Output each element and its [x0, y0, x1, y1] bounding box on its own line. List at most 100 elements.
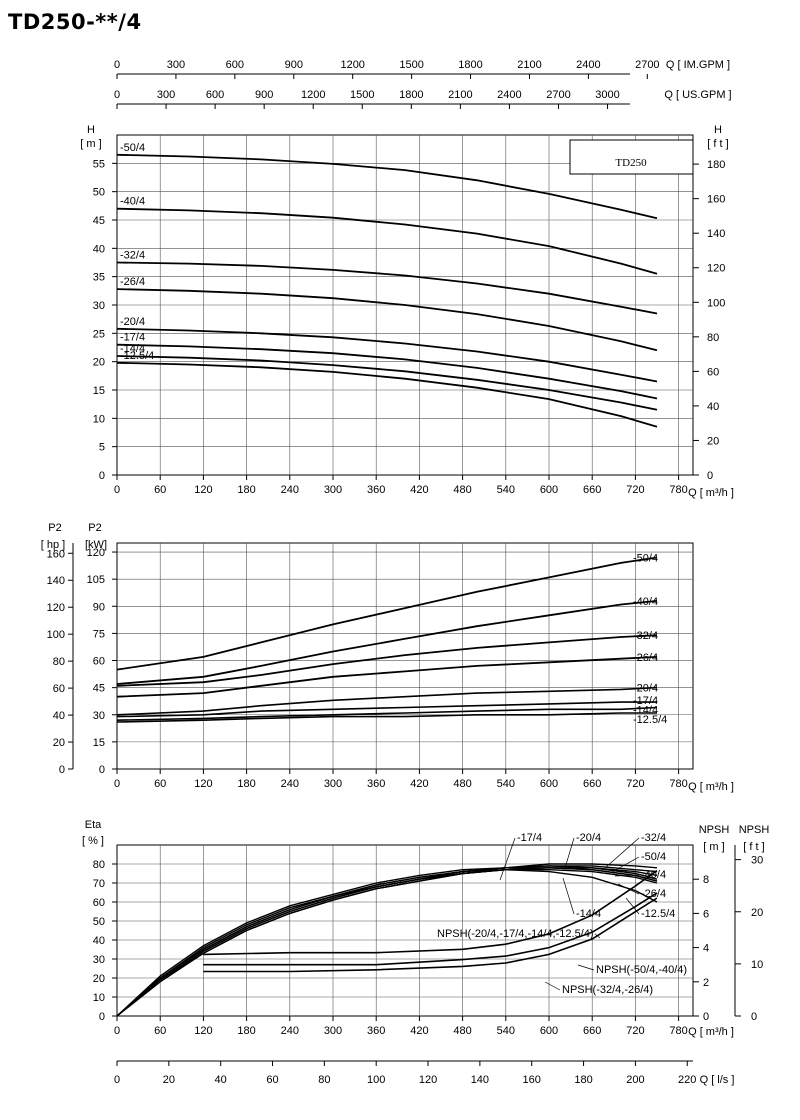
- npsh-series-label: NPSH(-50/4,-40/4): [596, 964, 687, 976]
- eff-x-tick-label: 0: [114, 1025, 120, 1037]
- power-x-tick-label: 720: [626, 778, 644, 790]
- power-x-tick-label: 60: [154, 778, 166, 790]
- power-series-label: -50/4: [633, 552, 658, 564]
- ls-tick-label: 100: [367, 1074, 385, 1086]
- model-box-label: TD250: [615, 157, 647, 169]
- npsh-m-tick-label: 6: [703, 908, 709, 920]
- ls-tick-label: 40: [215, 1074, 227, 1086]
- head-x-tick-label: 0: [114, 484, 120, 496]
- npsh-m-axis-name: NPSH: [699, 824, 730, 836]
- gpm-tick-label: 2700: [546, 89, 570, 101]
- power-hp-tick-label: 40: [53, 710, 65, 722]
- power-x-tick-label: 660: [583, 778, 601, 790]
- gpm-tick-label: 1500: [350, 89, 374, 101]
- power-x-tick-label: 780: [669, 778, 687, 790]
- head-x-tick-label: 240: [281, 484, 299, 496]
- npsh-m-tick-label: 2: [703, 977, 709, 989]
- head-curve: [116, 261, 658, 315]
- head-series-label: -32/4: [120, 250, 145, 262]
- gpm-tick-label: 0: [114, 59, 120, 71]
- head-y-tick-label: 15: [93, 385, 105, 397]
- power-curve: [116, 600, 658, 685]
- npsh-curve: [203, 892, 658, 966]
- head-ft-axis-unit: [ f t ]: [707, 138, 728, 150]
- power-series-label: -20/4: [633, 683, 658, 695]
- npsh-ft-tick-label: 30: [751, 855, 763, 867]
- head-series-label: -50/4: [120, 142, 145, 154]
- head-curve: [116, 343, 658, 400]
- power-kw-tick-label: 120: [87, 547, 105, 559]
- power-hp-axis-unit: [ hp ]: [41, 539, 65, 551]
- eff-y-tick-label: 80: [93, 859, 105, 871]
- chart-title: TD250-**/4: [8, 10, 142, 34]
- model-box: [569, 139, 694, 175]
- npsh-curve: [203, 897, 658, 973]
- power-x-tick-label: 120: [194, 778, 212, 790]
- gpm-tick-label: 1800: [399, 89, 423, 101]
- head-curve: [116, 361, 658, 428]
- head-x-tick-label: 360: [367, 484, 385, 496]
- eff-series-label: -14/4: [576, 908, 601, 920]
- eff-series-label: -20/4: [576, 832, 601, 844]
- gpm-tick-label: 900: [255, 89, 273, 101]
- eff-label-leader: [604, 837, 640, 869]
- gpm-tick-label: 3000: [595, 89, 619, 101]
- eff-label-leader: [614, 874, 640, 877]
- head-x-tick-label: 480: [453, 484, 471, 496]
- head-curve: [116, 288, 658, 352]
- head-y-tick-label: 25: [93, 328, 105, 340]
- gpm-tick-label: 1200: [301, 89, 325, 101]
- power-hp-tick-label: 0: [59, 764, 65, 776]
- eff-x-tick-label: 300: [324, 1025, 342, 1037]
- power-kw-tick-label: 15: [93, 737, 105, 749]
- gpm-tick-label: 2700: [635, 59, 659, 71]
- eff-series-label: -17/4: [517, 832, 542, 844]
- head-y-tick-label: 35: [93, 272, 105, 284]
- ls-tick-label: 0: [114, 1074, 120, 1086]
- eff-y-tick-label: 40: [93, 935, 105, 947]
- head-x-tick-label: 780: [669, 484, 687, 496]
- ls-tick-label: 200: [626, 1074, 644, 1086]
- npsh-ft-tick-label: 20: [751, 907, 763, 919]
- power-kw-tick-label: 30: [93, 710, 105, 722]
- eff-x-axis-unit: Q [ m³/h ]: [688, 1026, 734, 1038]
- head-x-tick-label: 300: [324, 484, 342, 496]
- head-x-tick-label: 120: [194, 484, 212, 496]
- head-x-tick-label: 540: [497, 484, 515, 496]
- power-x-tick-label: 240: [281, 778, 299, 790]
- npsh-m-tick-label: 4: [703, 943, 709, 955]
- eff-y-tick-label: 0: [99, 1011, 105, 1023]
- power-x-tick-label: 600: [540, 778, 558, 790]
- eff-label-leader: [564, 837, 575, 869]
- eff-curve: [116, 867, 658, 1017]
- power-series-label: -12.5/4: [633, 714, 667, 726]
- power-x-tick-label: 300: [324, 778, 342, 790]
- npsh-series-label: NPSH(-20/4,-17/4,-14/4,-12.5/4): [437, 928, 594, 940]
- head-y-tick-label: 40: [93, 243, 105, 255]
- power-hp-tick-label: 120: [47, 602, 65, 614]
- power-curve: [116, 634, 658, 687]
- eff-label-leader: [617, 883, 640, 895]
- power-x-tick-label: 540: [497, 778, 515, 790]
- eff-x-tick-label: 600: [540, 1025, 558, 1037]
- eff-x-tick-label: 480: [453, 1025, 471, 1037]
- npsh-m-tick-label: 0: [703, 1011, 709, 1023]
- head-x-axis-unit: Q [ m³/h ]: [688, 487, 734, 499]
- head-ft-tick-label: 160: [707, 194, 725, 206]
- head-ft-tick-label: 80: [707, 332, 719, 344]
- power-curve: [116, 686, 658, 716]
- power-curve: [116, 706, 658, 721]
- power-curve: [116, 656, 658, 698]
- eff-plot-frame: [116, 844, 694, 1017]
- eff-x-tick-label: 180: [237, 1025, 255, 1037]
- power-hp-tick-label: 100: [47, 629, 65, 641]
- npsh-label-leader: [544, 981, 561, 991]
- eff-series-label: -26/4: [641, 888, 666, 900]
- head-x-tick-label: 60: [154, 484, 166, 496]
- head-y-tick-label: 45: [93, 215, 105, 227]
- eff-y-tick-label: 70: [93, 878, 105, 890]
- npsh-ft-tick-label: 0: [751, 1011, 757, 1023]
- gpm-tick-label: 300: [167, 59, 185, 71]
- eff-label-leader: [611, 856, 640, 873]
- ls-tick-label: 20: [163, 1074, 175, 1086]
